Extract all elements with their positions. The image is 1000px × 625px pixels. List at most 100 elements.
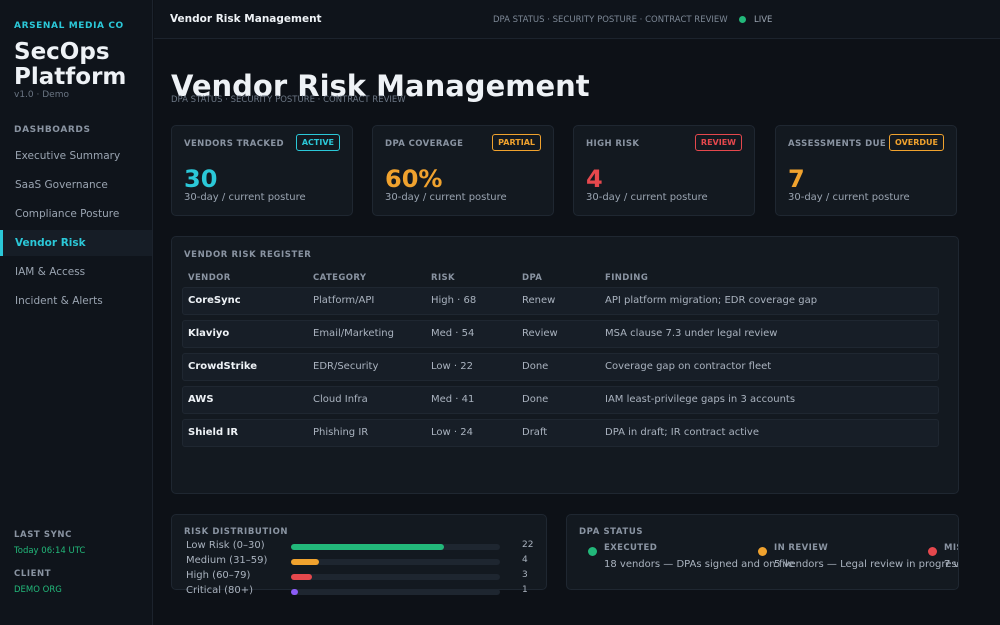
panel-heading: RISK DISTRIBUTION (184, 527, 289, 537)
dpa-status-name: IN REVIEW (774, 543, 829, 553)
distribution-bar-track (291, 574, 500, 580)
client-label: CLIENT (14, 569, 52, 579)
distribution-row: Medium (31–59) 4 (186, 555, 536, 569)
page-title: Vendor Risk Management (171, 69, 590, 103)
kpi-label: VENDORS TRACKED (184, 139, 285, 149)
distribution-bar-track (291, 559, 500, 565)
sidebar-item-vendor-risk[interactable]: Vendor Risk (0, 230, 152, 256)
kpi-label: DPA COVERAGE (385, 139, 464, 149)
finding-cell: IAM least-privilege gaps in 3 accounts (605, 394, 796, 405)
risk-cell: Low · 22 (431, 361, 473, 372)
finding-cell: Coverage gap on contractor fleet (605, 361, 772, 372)
topbar: Vendor Risk Management DPA STATUS · SECU… (154, 0, 1000, 39)
kpi-card-vendors-tracked: VENDORS TRACKED ACTIVE 30 30-day / curre… (171, 125, 353, 216)
kpi-card-dpa-coverage: DPA COVERAGE PARTIAL 60% 30-day / curren… (372, 125, 554, 216)
distribution-bar-fill (291, 544, 444, 550)
table-row[interactable]: Klaviyo Email/Marketing Med · 54 Review … (182, 320, 939, 348)
dpa-cell: Draft (522, 427, 548, 438)
distribution-row: Low Risk (0–30) 22 (186, 540, 536, 554)
finding-cell: API platform migration; EDR coverage gap (605, 295, 818, 306)
sidebar-item-iam-access[interactable]: IAM & Access (15, 266, 86, 278)
brand-line-1: SecOps (14, 39, 110, 65)
vendor-cell: Shield IR (188, 427, 239, 438)
distribution-label: Low Risk (0–30) (186, 540, 265, 551)
sidebar-item-incident-alerts[interactable]: Incident & Alerts (15, 295, 103, 307)
vendor-cell: Klaviyo (188, 328, 230, 339)
kpi-value: 30 (184, 165, 218, 193)
vendor-cell: CoreSync (188, 295, 241, 306)
distribution-count: 4 (522, 555, 528, 565)
dpa-status-desc: 5 vendors — Legal review in progress (774, 559, 959, 570)
distribution-bar-fill (291, 559, 319, 565)
sidebar-item-compliance-posture[interactable]: Compliance Posture (15, 208, 120, 220)
kpi-card-assessments-due: ASSESSMENTS DUE OVERDUE 7 30-day / curre… (775, 125, 957, 216)
kpi-value: 60% (385, 165, 443, 193)
risk-cell: High · 68 (431, 295, 477, 306)
panel-heading: DPA STATUS (579, 527, 644, 537)
dpa-cell: Review (522, 328, 558, 339)
dpa-status-name: MISSING (944, 543, 958, 553)
vendor-cell: CrowdStrike (188, 361, 258, 372)
topbar-title: Vendor Risk Management (170, 13, 322, 25)
table-row[interactable]: CoreSync Platform/API High · 68 Renew AP… (182, 287, 939, 315)
dpa-cell: Renew (522, 295, 556, 306)
kpi-label: ASSESSMENTS DUE (788, 139, 887, 149)
distribution-row: Critical (80+) 1 (186, 585, 536, 599)
distribution-label: Critical (80+) (186, 585, 254, 596)
table-row[interactable]: Shield IR Phishing IR Low · 24 Draft DPA… (182, 419, 939, 447)
dpa-cell: Done (522, 394, 549, 405)
distribution-label: Medium (31–59) (186, 555, 268, 566)
distribution-count: 1 (522, 585, 528, 595)
brand-title: SecOps Platform (14, 40, 126, 90)
dpa-status-name: EXECUTED (604, 543, 658, 553)
nav-heading: DASHBOARDS (14, 125, 91, 135)
distribution-label: High (60–79) (186, 570, 251, 581)
distribution-count: 22 (522, 540, 534, 550)
panel-heading: VENDOR RISK REGISTER (184, 250, 312, 260)
column-header-finding: FINDING (605, 273, 649, 283)
kpi-label: HIGH RISK (586, 139, 640, 149)
kpi-footnote: 30-day / current posture (788, 192, 910, 203)
risk-cell: Med · 54 (431, 328, 475, 339)
distribution-bar-track (291, 544, 500, 550)
version-label: v1.0 · Demo (14, 90, 69, 100)
column-header-dpa: DPA (522, 273, 543, 283)
category-cell: Phishing IR (313, 427, 369, 438)
last-sync-label: LAST SYNC (14, 530, 72, 540)
org-name: ARSENAL MEDIA CO (14, 21, 124, 31)
kpi-card-high-risk: HIGH RISK REVIEW 4 30-day / current post… (573, 125, 755, 216)
status-badge: PARTIAL (492, 134, 541, 151)
column-header-category: CATEGORY (313, 273, 367, 283)
category-cell: Email/Marketing (313, 328, 394, 339)
topbar-subtitle: DPA STATUS · SECURITY POSTURE · CONTRACT… (493, 15, 728, 25)
distribution-bar-fill (291, 589, 298, 595)
table-row[interactable]: CrowdStrike EDR/Security Low · 22 Done C… (182, 353, 939, 381)
risk-cell: Low · 24 (431, 427, 473, 438)
vendor-risk-register: VENDOR RISK REGISTER VENDOR CATEGORY RIS… (171, 236, 959, 494)
status-dot-icon (758, 547, 767, 556)
sidebar-item-saas-governance[interactable]: SaaS Governance (15, 179, 108, 191)
page-subtitle: DPA STATUS · SECURITY POSTURE · CONTRACT… (171, 95, 406, 105)
distribution-count: 3 (522, 570, 528, 580)
last-sync-value: Today 06:14 UTC (14, 546, 86, 556)
distribution-row: High (60–79) 3 (186, 570, 536, 584)
dpa-status-desc: 18 vendors — DPAs signed and on file (604, 559, 794, 570)
table-row[interactable]: AWS Cloud Infra Med · 41 Done IAM least-… (182, 386, 939, 414)
client-value: DEMO ORG (14, 585, 62, 595)
category-cell: Cloud Infra (313, 394, 368, 405)
vendor-cell: AWS (188, 394, 214, 405)
status-badge: REVIEW (694, 134, 742, 151)
dpa-status-panel: DPA STATUS EXECUTED 18 vendors — DPAs si… (566, 514, 959, 590)
finding-cell: DPA in draft; IR contract active (605, 427, 759, 438)
brand-line-2: Platform (14, 64, 127, 90)
live-status-dot-icon (739, 16, 746, 23)
sidebar-item-executive-summary[interactable]: Executive Summary (15, 150, 121, 162)
column-header-vendor: VENDOR (188, 273, 231, 283)
kpi-footnote: 30-day / current posture (184, 192, 306, 203)
status-dot-icon (588, 547, 597, 556)
column-header-risk: RISK (431, 273, 456, 283)
kpi-value: 7 (788, 165, 805, 193)
distribution-bar-track (291, 589, 500, 595)
kpi-footnote: 30-day / current posture (385, 192, 507, 203)
status-badge: OVERDUE (888, 134, 944, 151)
